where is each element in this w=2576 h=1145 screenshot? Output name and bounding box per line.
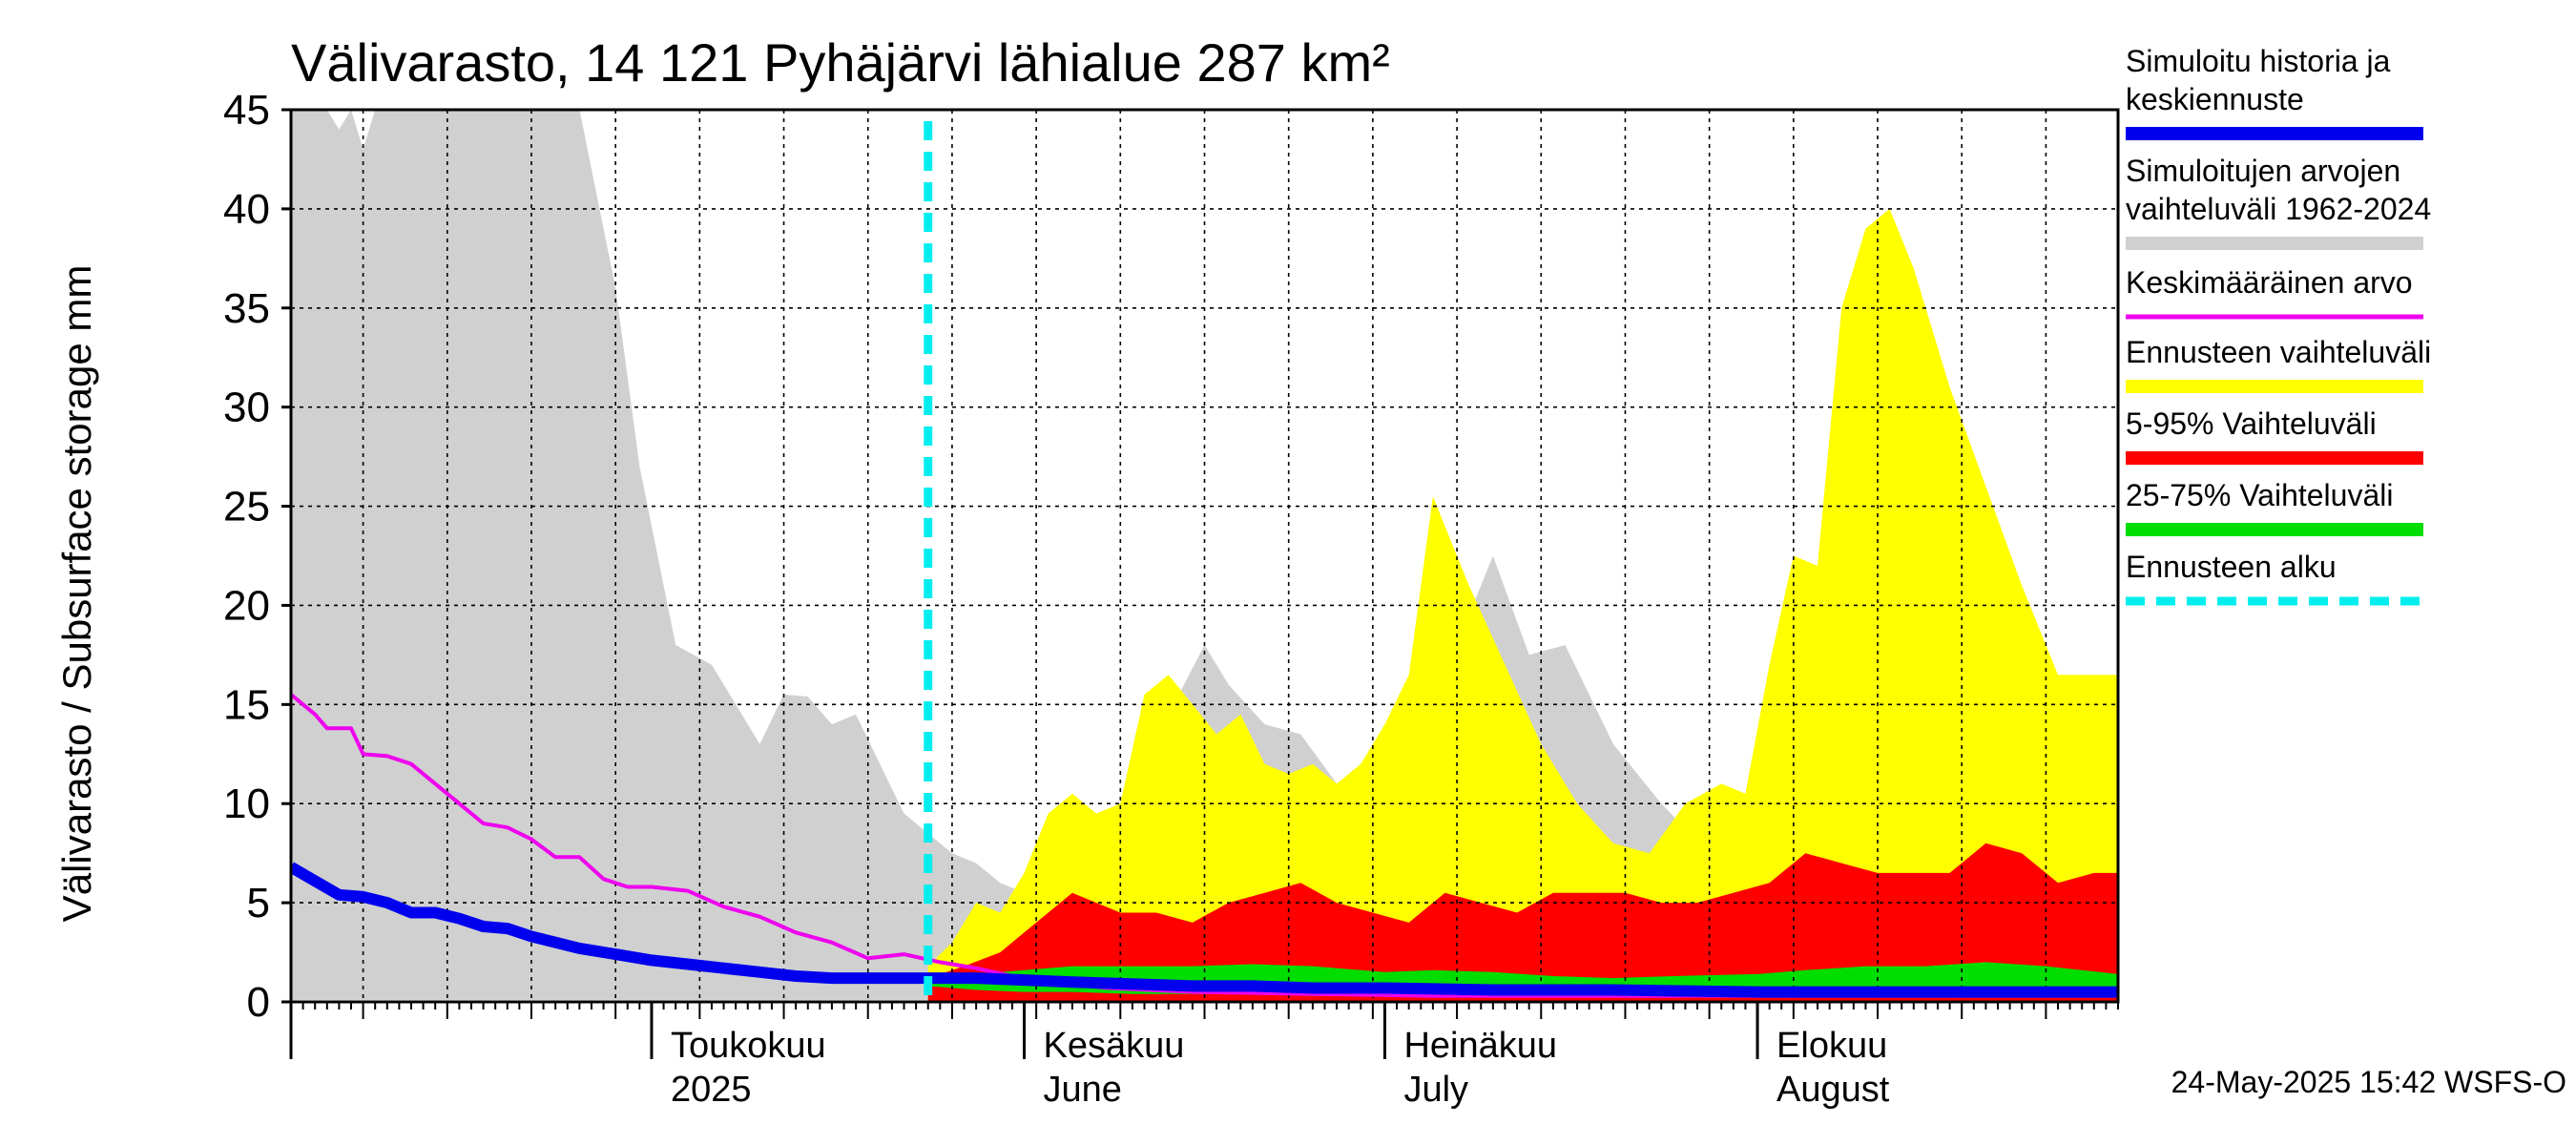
x-month-label: Toukokuu — [671, 1026, 826, 1066]
band-simuloitujen-arvojen-vaihteluvali-1962-2024 — [291, 110, 2118, 1000]
x-month-sublabel: August — [1776, 1070, 1890, 1110]
y-tick-label: 15 — [223, 681, 270, 728]
chart-lines — [291, 693, 2118, 998]
legend-label: keskiennuste — [2126, 82, 2304, 116]
y-axis-ticks: 0 5 10 15 20 25 30 35 40 45 — [223, 87, 291, 1026]
legend-label: Ennusteen alku — [2126, 550, 2337, 584]
y-tick-label: 45 — [223, 87, 270, 134]
y-tick-label: 35 — [223, 285, 270, 332]
x-month-sublabel: June — [1044, 1070, 1122, 1110]
legend: Simuloitu historia ja keskiennuste Simuloi… — [2126, 44, 2431, 606]
y-tick-label: 10 — [223, 781, 270, 827]
line-simuloitu-historia-ja-keskiennuste — [291, 862, 2118, 998]
chart-grid — [291, 110, 2118, 1002]
legend-label: Keskimääräinen arvo — [2126, 265, 2413, 300]
legend-label: Simuloitujen arvojen — [2126, 154, 2400, 188]
x-month-label: Elokuu — [1776, 1026, 1887, 1066]
legend-label: Ennusteen vaihteluväli — [2126, 335, 2431, 369]
footer-timestamp: 24-May-2025 15:42 WSFS-O — [2171, 1065, 2566, 1099]
chart-title: Välivarasto, 14 121 Pyhäjärvi lähialue 2… — [291, 32, 1390, 93]
legend-label: 25-75% Vaihteluväli — [2126, 478, 2393, 512]
legend-label: vaihteluväli 1962-2024 — [2126, 192, 2431, 226]
y-axis-label: Välivarasto / Subsurface storage mm — [54, 265, 99, 923]
x-month-label: Heinäkuu — [1403, 1026, 1557, 1066]
y-tick-label: 40 — [223, 186, 270, 233]
x-month-label: Kesäkuu — [1044, 1026, 1185, 1066]
x-month-sublabel: July — [1403, 1070, 1468, 1110]
legend-label: Simuloitu historia ja — [2126, 44, 2391, 78]
y-tick-label: 0 — [247, 979, 270, 1026]
band-5-95-vaihteluvali — [927, 843, 2118, 1002]
line-keskimaarainen-arvo — [291, 693, 2118, 998]
y-tick-label: 20 — [223, 582, 270, 629]
y-tick-label: 25 — [223, 484, 270, 531]
y-tick-label: 5 — [247, 880, 270, 926]
y-tick-label: 30 — [223, 385, 270, 431]
legend-label: 5-95% Vaihteluväli — [2126, 406, 2377, 441]
x-month-sublabel: 2025 — [671, 1070, 752, 1110]
